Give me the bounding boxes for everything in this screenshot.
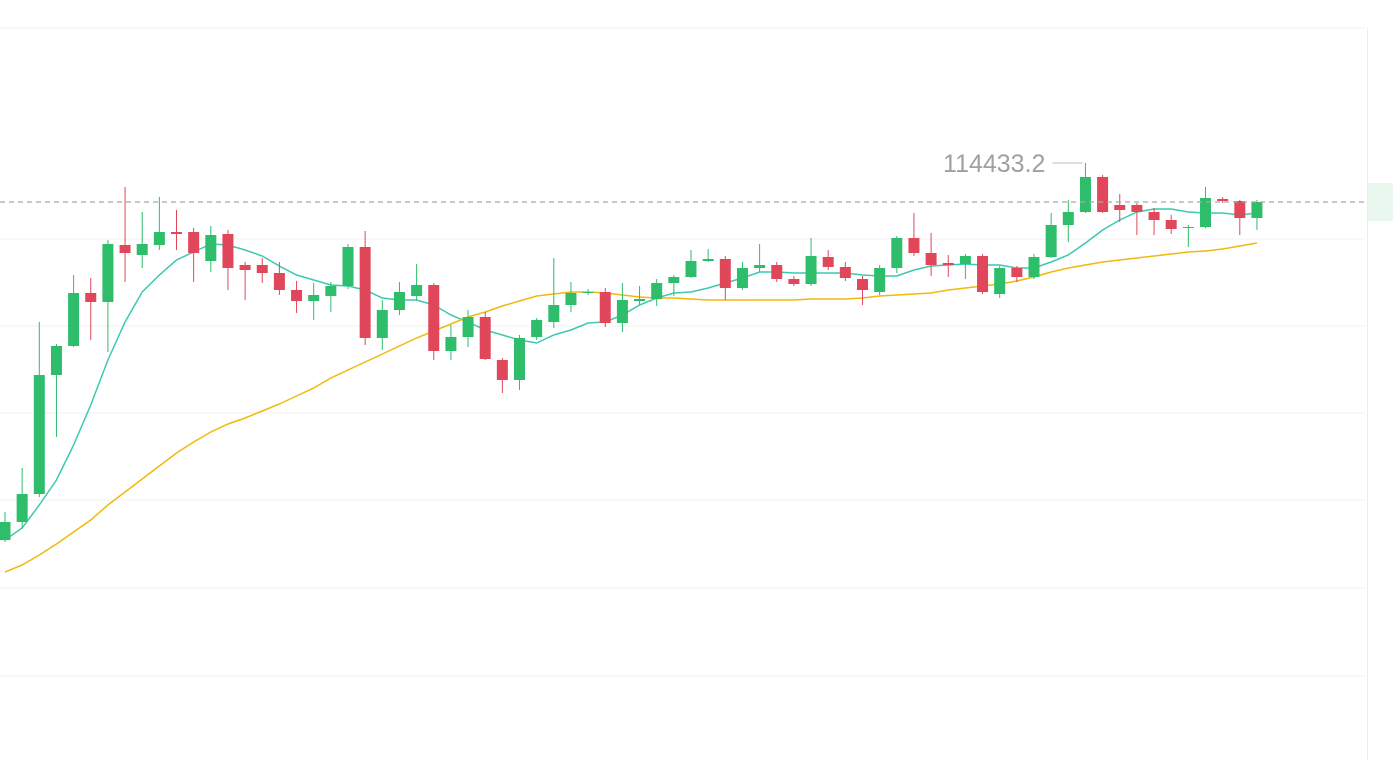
candle-body xyxy=(85,293,97,302)
candle-body xyxy=(891,238,903,268)
candle-body xyxy=(1011,268,1023,277)
candle-body xyxy=(359,247,371,338)
candle-body xyxy=(582,292,594,293)
candle-body xyxy=(222,234,234,268)
candle-body xyxy=(171,232,182,234)
candle-body xyxy=(205,235,217,261)
candle-body xyxy=(1045,225,1057,257)
candle-body xyxy=(256,265,268,273)
candle-body xyxy=(822,257,834,267)
candle-body xyxy=(308,295,320,301)
grid xyxy=(0,27,1368,760)
ma-line xyxy=(4,242,1258,573)
candle-body xyxy=(634,299,646,301)
candle-body xyxy=(805,256,817,284)
candle-body xyxy=(1217,199,1229,201)
candle-body xyxy=(548,305,560,322)
candle-body xyxy=(788,279,800,284)
candle-body xyxy=(119,245,131,253)
candle-body xyxy=(479,317,491,359)
candle-body xyxy=(651,283,663,299)
candle-body xyxy=(977,256,989,292)
candle-body xyxy=(445,337,457,351)
candle-body xyxy=(1182,227,1194,228)
candle-body xyxy=(719,259,731,288)
candle-body xyxy=(0,522,11,540)
candle-body xyxy=(702,259,714,261)
candle-body xyxy=(599,292,611,323)
candle-body xyxy=(428,285,440,351)
candle-body xyxy=(668,277,680,283)
candle-body xyxy=(342,247,354,286)
candle-body xyxy=(908,238,920,253)
candle-body xyxy=(462,317,474,337)
candle-body xyxy=(33,375,45,494)
ma-line xyxy=(4,208,1258,541)
candle-body xyxy=(1200,198,1211,227)
candle-body xyxy=(565,293,577,305)
candle-body xyxy=(616,300,628,323)
candle-body xyxy=(754,265,766,268)
candle-body xyxy=(153,232,165,245)
candle-body xyxy=(994,268,1006,294)
last-price-tag xyxy=(1368,183,1393,221)
candle-body xyxy=(1114,205,1126,210)
candle-body xyxy=(1165,220,1177,229)
candle-body xyxy=(942,263,954,265)
candle-body xyxy=(136,244,148,255)
candle-body xyxy=(874,268,886,292)
candle-body xyxy=(1131,205,1143,212)
candle-body xyxy=(411,285,423,296)
candle-body xyxy=(496,360,508,380)
candle-body xyxy=(68,293,80,346)
candle-body xyxy=(376,310,388,338)
candle-body xyxy=(1251,202,1263,218)
candle-body xyxy=(771,265,783,279)
candle-body xyxy=(1148,212,1160,220)
candle-body xyxy=(685,261,697,277)
candle-body xyxy=(273,273,285,290)
candle-body xyxy=(393,292,405,310)
candle-body xyxy=(325,286,337,296)
candle-body xyxy=(291,290,303,301)
candle-body xyxy=(1079,177,1091,212)
candle-body xyxy=(1097,177,1109,212)
candle-body xyxy=(16,494,28,522)
candle-body xyxy=(736,268,748,288)
candle-body xyxy=(925,253,937,265)
candle-body xyxy=(514,338,525,380)
candle-body xyxy=(857,279,868,290)
candle-body xyxy=(959,256,971,264)
candle-body xyxy=(839,267,851,278)
high-label: 114433.2 xyxy=(943,150,1045,178)
candle-body xyxy=(239,265,251,270)
candle-body xyxy=(1234,201,1246,218)
candle-body xyxy=(1028,257,1040,277)
candle-body xyxy=(50,346,62,375)
candle-body xyxy=(102,244,114,302)
candle-body xyxy=(188,232,200,253)
candle-body xyxy=(1062,212,1074,225)
candle-body xyxy=(531,320,543,337)
